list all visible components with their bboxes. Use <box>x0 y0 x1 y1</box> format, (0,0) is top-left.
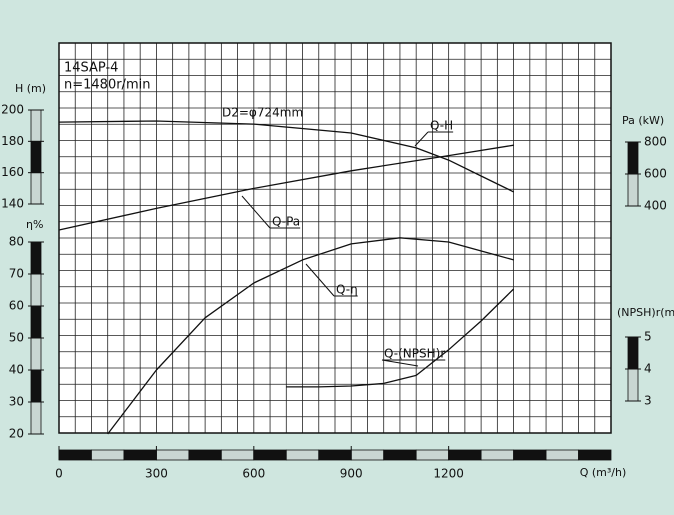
x-scale-bar <box>350 449 385 461</box>
x-tick-label: 0 <box>55 467 63 481</box>
y-tick-label: 160 <box>1 165 24 179</box>
x-scale-bar <box>156 449 190 461</box>
y-tick-label: 200 <box>1 103 24 117</box>
x-scale-bar <box>58 449 92 461</box>
leader-line <box>305 263 335 297</box>
y4-tick-label: 3 <box>644 394 652 408</box>
y3-tick-label: 50 <box>9 331 24 345</box>
y3-tick-label: 80 <box>9 235 24 249</box>
y2-tick-label: 600 <box>644 167 667 181</box>
curve <box>107 237 514 435</box>
y3-tick-label: 30 <box>9 395 24 409</box>
chart-title: 14SAP-4 <box>64 61 118 76</box>
x-tick-label: 1200 <box>433 467 464 481</box>
y-tick-label: 140 <box>1 197 24 211</box>
curve-label: Q-η <box>336 283 358 297</box>
x-scale-bar <box>220 449 255 461</box>
x-scale-bar <box>545 449 579 461</box>
axis-bar <box>627 368 639 402</box>
curve <box>58 120 514 193</box>
curve <box>286 288 515 388</box>
x-scale-bar <box>448 449 482 461</box>
y-tick-label: 180 <box>1 134 24 148</box>
y4-tick-label: 5 <box>644 330 652 344</box>
x-scale-bar <box>480 449 514 461</box>
leader-line <box>381 359 419 367</box>
curve-label: Q-Pa <box>272 215 300 229</box>
axis-bar <box>30 369 42 403</box>
y4-tick-label: 4 <box>644 362 652 376</box>
x-scale-bar <box>513 449 547 461</box>
grid <box>59 43 611 433</box>
axis-bar <box>30 109 42 142</box>
annotation: D2=φ724mm <box>222 106 303 120</box>
x-scale-bar <box>383 449 417 461</box>
y3-axis-label: η% <box>26 218 43 231</box>
x-scale-bar <box>123 449 157 461</box>
x-axis-label: Q (m³/h) <box>580 466 627 479</box>
y2-tick-label: 400 <box>644 199 667 213</box>
x-scale-bar <box>415 449 450 461</box>
leader-line <box>414 131 429 147</box>
y3-tick-label: 20 <box>9 427 24 441</box>
x-scale-bar <box>318 449 352 461</box>
leader-line <box>241 195 271 229</box>
axis-bar <box>30 140 42 174</box>
x-scale-bar <box>91 449 125 461</box>
curve <box>58 144 514 231</box>
axis-bar <box>30 273 42 307</box>
axis-bar <box>30 241 42 275</box>
x-scale-bar <box>253 449 287 461</box>
x-tick-label: 900 <box>340 467 363 481</box>
y3-tick-label: 40 <box>9 363 24 377</box>
y2-tick-label: 800 <box>644 135 667 149</box>
chart-subtitle: n=1480r/min <box>64 78 150 93</box>
curve-label: Q-(NPSH)r <box>384 347 445 361</box>
axis-bar <box>30 337 42 371</box>
y-axis-label: H (m) <box>15 82 46 95</box>
x-tick-label: 600 <box>242 467 265 481</box>
x-scale-bar <box>285 449 320 461</box>
y2-axis-label: Pa (kW) <box>622 114 664 127</box>
y4-axis-label: (NPSH)r(m) <box>617 306 674 319</box>
y3-tick-label: 70 <box>9 267 24 281</box>
x-scale-bar <box>578 449 612 461</box>
axis-bar <box>627 141 639 175</box>
x-scale-bar <box>188 449 222 461</box>
axis-bar <box>627 336 639 370</box>
axis-bar <box>30 305 42 339</box>
axis-bar <box>627 173 639 207</box>
axis-bar <box>30 401 42 435</box>
x-tick-label: 300 <box>145 467 168 481</box>
curve-label: Q-H <box>430 119 453 133</box>
plot-border <box>58 42 612 434</box>
axis-bar <box>30 172 42 205</box>
y3-tick-label: 60 <box>9 299 24 313</box>
